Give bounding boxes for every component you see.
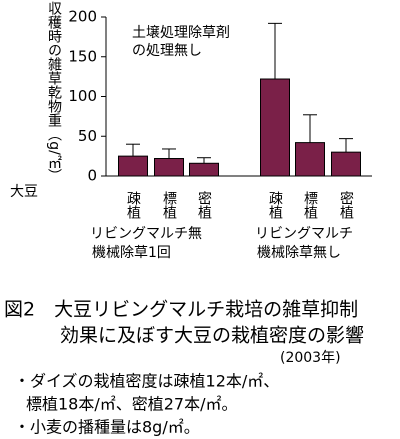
bar bbox=[118, 155, 148, 177]
y-axis-label: 収穫時の雑草乾物重（g/㎡） bbox=[46, 1, 62, 183]
bar bbox=[295, 142, 325, 177]
y-tick-label: 0 bbox=[87, 167, 97, 185]
x-axis-label: 大豆 bbox=[10, 184, 38, 200]
caption-note: ・小麦の播種量は8g/㎡。 bbox=[14, 418, 200, 437]
x-tick-label: 標植 bbox=[161, 191, 177, 219]
bar bbox=[331, 151, 361, 177]
x-tick-label: 密植 bbox=[196, 190, 212, 219]
x-tick-label: 疎植 bbox=[267, 191, 283, 219]
x-tick-label: 疎植 bbox=[125, 191, 141, 219]
caption-note: ・ダイズの栽植密度は疎植12本/㎡、 bbox=[14, 372, 279, 391]
x-tick-label: 密植 bbox=[338, 190, 354, 219]
caption-note: 標植18本/㎡、密植27本/㎡。 bbox=[26, 395, 238, 414]
y-tick-label: 150 bbox=[68, 47, 97, 65]
caption-year: (2003年) bbox=[280, 350, 341, 366]
bar bbox=[154, 158, 184, 177]
group-label: 機械除草1回 bbox=[92, 245, 171, 261]
y-tick-label: 100 bbox=[68, 87, 97, 105]
group-label: リビングマルチ bbox=[255, 226, 353, 242]
annotation: の処理無し bbox=[132, 43, 202, 59]
annotation: 土壌処理除草剤 bbox=[132, 25, 230, 41]
y-tick-label: 50 bbox=[78, 127, 97, 145]
bar bbox=[260, 78, 290, 177]
y-tick-label: 200 bbox=[68, 8, 97, 26]
x-tick-label: 標植 bbox=[302, 191, 318, 219]
group-label: リビングマルチ無 bbox=[90, 226, 202, 242]
group-label: 機械除草無し bbox=[257, 245, 341, 261]
bar bbox=[189, 162, 219, 177]
caption-title: 効果に及ぼす大豆の栽植密度の影響 bbox=[60, 325, 364, 347]
caption-title: 図2 大豆リビングマルチ栽培の雑草抑制 bbox=[4, 299, 358, 321]
